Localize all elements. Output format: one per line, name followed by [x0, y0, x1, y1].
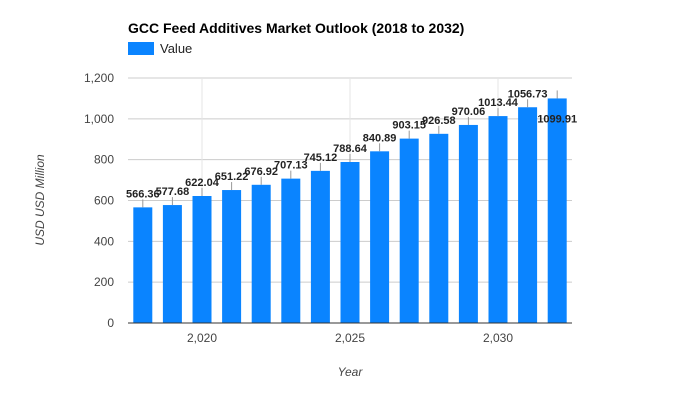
y-tick-label: 800 [94, 153, 114, 167]
bar[interactable] [133, 207, 153, 323]
data-label: 566.36 [126, 188, 160, 200]
legend[interactable]: Value [128, 41, 192, 56]
legend-swatch [128, 42, 154, 55]
bar[interactable] [518, 107, 538, 323]
data-label: 970.06 [452, 106, 486, 118]
bar[interactable] [458, 124, 478, 324]
y-tick-label: 400 [94, 234, 114, 248]
data-label: 622.04 [185, 177, 220, 189]
bar[interactable] [192, 196, 212, 323]
data-labels: 566.36577.68622.04651.22676.92707.13745.… [126, 88, 577, 208]
legend-label: Value [160, 41, 192, 56]
x-axis-title: Year [338, 365, 364, 379]
data-label: 651.22 [215, 171, 249, 183]
data-label: 840.89 [363, 132, 397, 144]
data-label: 676.92 [244, 166, 278, 178]
data-label: 926.58 [422, 115, 456, 127]
bar[interactable] [222, 190, 242, 323]
y-tick-label: 200 [94, 275, 114, 289]
bar[interactable] [251, 184, 271, 323]
data-label: 1056.73 [508, 88, 548, 100]
data-label: 745.12 [304, 152, 338, 164]
bar[interactable] [281, 178, 301, 323]
bar[interactable] [488, 116, 508, 324]
data-label: 1099.91 [537, 113, 577, 125]
y-tick-label: 600 [94, 194, 114, 208]
y-axis-ticks: 0 200 400 600 800 1,000 1,200 [84, 71, 114, 330]
x-tick-label: 2,030 [483, 331, 513, 345]
y-axis-title: USD USD Million [33, 154, 47, 246]
data-label: 903.15 [392, 120, 426, 132]
bar[interactable] [370, 151, 390, 323]
bar[interactable] [547, 98, 567, 323]
bar[interactable] [429, 133, 449, 323]
x-tick-label: 2,020 [187, 331, 217, 345]
bars [133, 98, 567, 324]
bar[interactable] [310, 170, 330, 323]
y-tick-label: 1,000 [84, 112, 114, 126]
data-label: 707.13 [274, 160, 308, 172]
bar[interactable] [162, 205, 182, 323]
data-label: 788.64 [333, 143, 368, 155]
chart-title: GCC Feed Additives Market Outlook (2018 … [128, 20, 464, 36]
bar[interactable] [340, 161, 360, 323]
y-tick-label: 0 [107, 316, 114, 330]
data-label: 577.68 [156, 186, 190, 198]
x-tick-label: 2,025 [335, 331, 365, 345]
bar[interactable] [399, 138, 419, 323]
data-label: 1013.44 [478, 97, 519, 109]
y-tick-label: 1,200 [84, 71, 114, 85]
x-axis-ticks: 2,020 2,025 2,030 [187, 331, 513, 345]
